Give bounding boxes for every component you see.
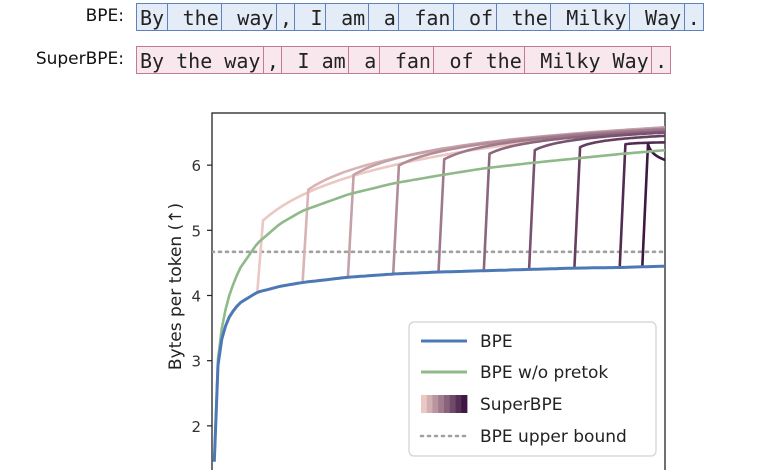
y-tick-label: 2 bbox=[191, 418, 201, 436]
bpe-line bbox=[212, 264, 665, 462]
superbpe-curve bbox=[573, 134, 665, 269]
y-tick-label: 6 bbox=[191, 157, 201, 175]
token: fan bbox=[378, 46, 435, 74]
superbpe-curve bbox=[527, 131, 665, 270]
token: way bbox=[221, 3, 278, 31]
superbpe-curve bbox=[437, 128, 665, 273]
token: , bbox=[275, 3, 296, 31]
legend-swatch-superbpe bbox=[455, 395, 462, 413]
row-label-super: SuperBPE: bbox=[35, 49, 124, 69]
token-list-super: By the way, I am a fan of the Milky Way. bbox=[136, 46, 672, 74]
token: of bbox=[452, 3, 498, 31]
token-list-bpe: By the way, I am a fan of the Milky Way. bbox=[136, 3, 704, 31]
y-tick-label: 5 bbox=[191, 222, 201, 240]
y-axis-label: Bytes per token (↑) bbox=[166, 203, 186, 370]
row-label-bpe: BPE: bbox=[85, 6, 124, 26]
token: Milky Way bbox=[524, 46, 653, 74]
legend-swatch-superbpe bbox=[461, 395, 468, 413]
superbpe-curve bbox=[482, 130, 665, 271]
superbpe-curve bbox=[618, 141, 665, 268]
legend-label: BPE upper bound bbox=[480, 427, 627, 447]
legend-swatch-superbpe bbox=[432, 395, 439, 413]
token: of the bbox=[433, 46, 526, 74]
legend-swatch-superbpe bbox=[438, 395, 445, 413]
token: the bbox=[495, 3, 552, 31]
token: a bbox=[348, 46, 381, 74]
plot-area bbox=[212, 126, 665, 462]
legend-swatch-superbpe bbox=[426, 395, 433, 413]
legend-label: BPE bbox=[480, 332, 513, 352]
y-tick-label: 3 bbox=[191, 353, 201, 371]
token: . bbox=[683, 3, 704, 31]
token: fan bbox=[398, 3, 455, 31]
bpe-wo-pretok-line bbox=[213, 148, 665, 462]
legend-swatch-superbpe bbox=[449, 395, 456, 413]
legend-label: BPE w/o pretok bbox=[480, 363, 608, 383]
token: By the way bbox=[136, 46, 265, 74]
token: Milky bbox=[550, 3, 631, 31]
legend-swatch-superbpe bbox=[421, 395, 428, 413]
token: I am bbox=[281, 46, 350, 74]
y-tick-label: 4 bbox=[191, 288, 201, 306]
legend-label: SuperBPE bbox=[480, 395, 562, 415]
token: Way bbox=[629, 3, 686, 31]
token: I bbox=[294, 3, 327, 31]
token: a bbox=[367, 3, 400, 31]
legend-swatch-superbpe bbox=[444, 395, 451, 413]
legend-box bbox=[408, 321, 657, 457]
superbpe-curve bbox=[641, 142, 665, 267]
token: . bbox=[651, 46, 672, 74]
